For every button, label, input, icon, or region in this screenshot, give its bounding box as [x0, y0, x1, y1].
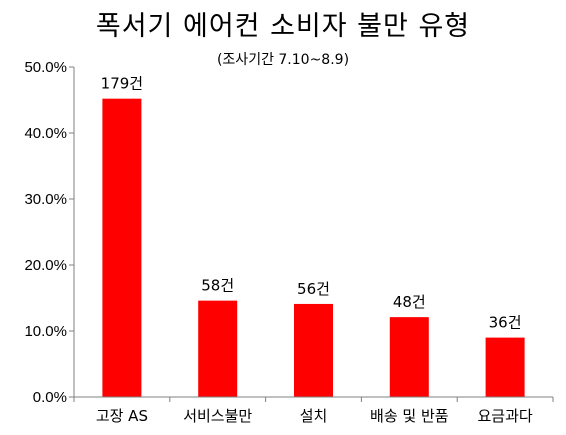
- bar: [102, 98, 142, 398]
- y-tick-label: 50.0%: [24, 59, 67, 76]
- y-tick-label: 40.0%: [24, 125, 67, 142]
- bar: [485, 337, 525, 397]
- category-label: 고장 AS: [96, 407, 148, 425]
- y-tick-label: 30.0%: [24, 191, 67, 208]
- bar: [389, 317, 429, 397]
- y-axis-ticks: 0.0% 10.0% 20.0% 30.0% 40.0% 50.0%: [24, 59, 74, 406]
- category-labels: 고장 AS 서비스불만 설치 배송 및 반품 요금과다: [96, 407, 533, 425]
- bar: [198, 300, 238, 397]
- category-label: 서비스불만: [183, 407, 252, 425]
- x-axis-tickmarks: [73, 397, 554, 402]
- category-label: 배송 및 반품: [370, 407, 449, 425]
- bars: [102, 98, 525, 398]
- bar-value-label: 56건: [297, 280, 330, 298]
- bar-value-label: 58건: [201, 277, 234, 295]
- bar-value-label: 36건: [489, 314, 522, 332]
- y-tick-label: 10.0%: [24, 323, 67, 340]
- chart-title: 폭서기 에어컨 소비자 불만 유형: [96, 11, 470, 42]
- category-label: 설치: [300, 407, 328, 425]
- category-label: 요금과다: [477, 407, 532, 425]
- y-tick-label: 20.0%: [24, 257, 67, 274]
- bar-value-label: 48건: [393, 293, 426, 311]
- bar: [294, 303, 333, 397]
- value-labels: 179건 58건 56건 48건 36건: [101, 75, 522, 332]
- y-tick-label: 0.0%: [33, 389, 67, 406]
- bar-value-label: 179건: [101, 75, 143, 93]
- chart-subtitle: (조사기간 7.10~8.9): [217, 52, 349, 68]
